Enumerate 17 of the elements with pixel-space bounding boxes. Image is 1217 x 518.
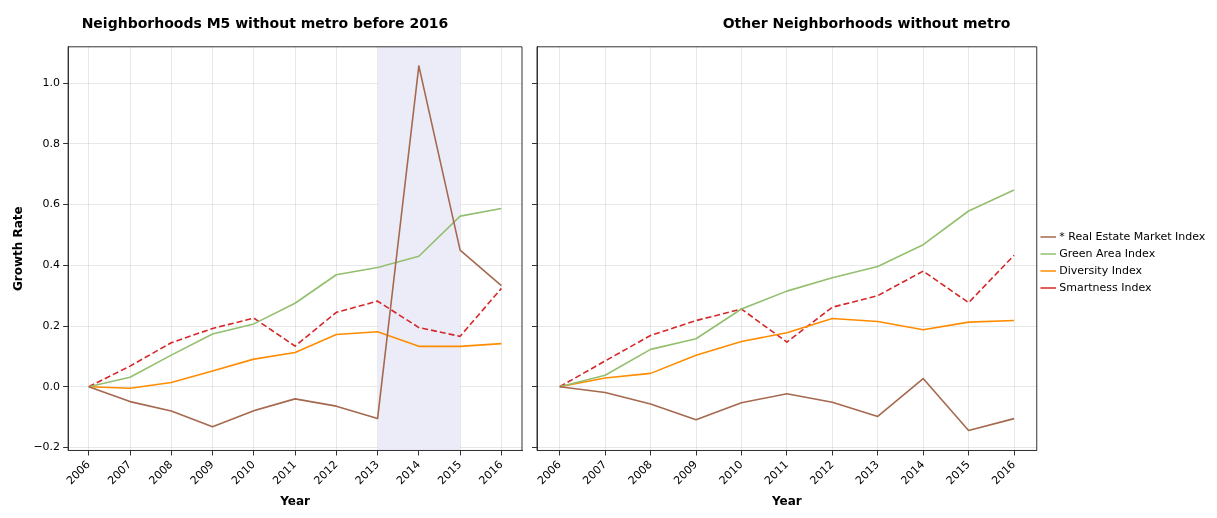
y-axis-title: Growth Rate [11, 206, 26, 292]
y-tick-label: 1.0 [42, 76, 61, 90]
y-tick-label: 0.4 [42, 258, 61, 272]
x-axis-title: Year [279, 493, 310, 508]
legend-label: Diversity Index [1059, 263, 1143, 277]
chart-title: Neighborhoods M5 without metro before 2016 [81, 15, 449, 32]
legend-label: * Real Estate Market Index [1059, 229, 1206, 243]
y-tick-label: 0.0 [42, 379, 61, 393]
y-tick-label: 0.8 [42, 136, 61, 150]
chart-title: Other Neighborhoods without metro [722, 15, 1011, 32]
y-tick-label: 0.2 [42, 318, 61, 332]
legend-label: Smartness Index [1059, 280, 1152, 294]
x-axis-title: Year [771, 493, 802, 508]
legend-label: Green Area Index [1059, 246, 1156, 260]
y-tick-label: −0.2 [33, 440, 61, 454]
y-tick-label: 0.6 [42, 197, 61, 211]
line-series [87, 287, 503, 388]
